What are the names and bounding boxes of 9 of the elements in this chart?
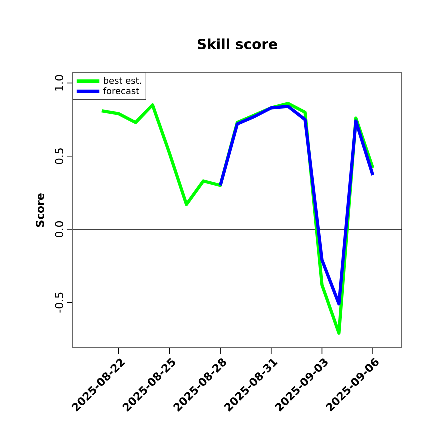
legend-label: forecast (104, 87, 140, 94)
chart-title: Skill score (198, 38, 278, 50)
y-tick-label: 1.0 (55, 75, 64, 91)
line-series (218, 105, 375, 306)
y-tick-label: 0.0 (55, 222, 64, 238)
y-tick-label: -0.5 (55, 292, 64, 313)
legend-label: best est. (104, 77, 142, 84)
y-tick-label: 0.5 (55, 148, 64, 164)
y-axis-title: Score (36, 194, 44, 228)
